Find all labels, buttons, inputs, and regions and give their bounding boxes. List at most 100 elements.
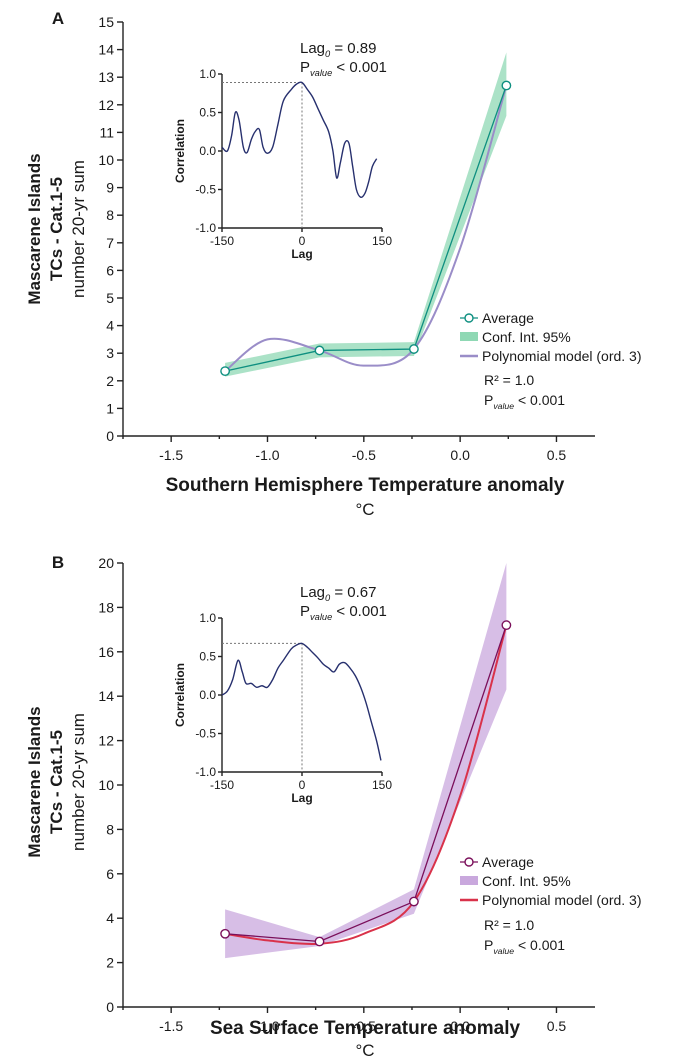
- legend-average-marker: [464, 857, 474, 867]
- y-tick-label: 3: [106, 345, 114, 361]
- inset-pvalue-annotation-main: P: [300, 603, 310, 620]
- average-point: [501, 80, 512, 91]
- y-tick-label: 11: [99, 124, 114, 140]
- average-point: [501, 620, 512, 631]
- average-line: [224, 85, 507, 372]
- x-tick-label: -1.5: [159, 447, 183, 463]
- inset-lag-annotation: Lag0 = 0.89: [300, 40, 377, 59]
- inset-x-tick-label: 0: [299, 778, 306, 792]
- y-tick-label: 14: [98, 42, 114, 58]
- x-axis-title-line: Sea Surface Temperature anomaly: [210, 1018, 521, 1039]
- y-axis-title-line: TCs - Cat.1-5: [47, 177, 66, 281]
- inset-lag-annotation-sub: 0: [325, 49, 331, 59]
- inset-y-tick-label: -1.0: [195, 221, 216, 235]
- inset-pvalue-annotation-rest: < 0.001: [332, 603, 387, 620]
- legend-ci-swatch: [460, 876, 478, 885]
- inset-y-tick-label: -1.0: [195, 765, 216, 779]
- x-axis-title-line: °C: [355, 500, 374, 519]
- average-point: [314, 345, 325, 356]
- y-axis-title-line: number 20-yr sum: [69, 713, 88, 851]
- inset-y-tick-label: 0.0: [199, 144, 216, 158]
- y-tick-label: 5: [106, 290, 114, 306]
- inset-x-tick-label: 150: [372, 234, 392, 248]
- inset-correlation-curve: [221, 81, 378, 199]
- panel-b: B 0 2 4 6 8 10 12 14 16 18 20 -1.5 -1.0 -0.5 0.0 0.5 Masc…: [25, 553, 642, 1059]
- inset-x-axis-title: Lag: [291, 791, 312, 805]
- legend: Average Conf. Int. 95% Polynomial model (o…: [460, 310, 642, 411]
- y-tick-label: 6: [106, 866, 114, 882]
- inset-lag-annotation-main: Lag: [300, 40, 325, 57]
- inset-pvalue-annotation-main: P: [300, 59, 310, 76]
- y-tick-label: 0: [106, 428, 114, 444]
- y-tick-label: 10: [98, 777, 114, 793]
- inset-y-tick-label: -0.5: [195, 727, 216, 741]
- x-tick-label: 0.5: [547, 1018, 567, 1034]
- y-tick-label: 0: [106, 999, 114, 1015]
- inset-y-tick-label: 0.0: [199, 688, 216, 702]
- x-axis-title-line: Southern Hemisphere Temperature anomaly: [166, 475, 565, 496]
- y-tick-label: 9: [106, 180, 114, 196]
- legend-pvalue: Pvalue < 0.001: [484, 392, 565, 411]
- inset-correlation-curve: [221, 642, 382, 761]
- x-tick-label: -1.0: [255, 447, 279, 463]
- inset-y-tick-label: 0.5: [199, 650, 216, 664]
- y-tick-label: 6: [106, 262, 114, 278]
- y-tick-label: 20: [98, 555, 114, 571]
- y-tick-label: 2: [106, 373, 114, 389]
- y-tick-label: 7: [106, 235, 114, 251]
- inset-y-tick-label: 1.0: [199, 67, 216, 81]
- inset-lag-annotation-sub: 0: [325, 593, 331, 603]
- y-tick-label: 2: [106, 955, 114, 971]
- inset-lag-annotation-main: Lag: [300, 584, 325, 601]
- average-point: [220, 366, 231, 377]
- panel-label: A: [52, 9, 64, 28]
- confidence-band: [225, 52, 507, 377]
- y-axis-title-line: TCs - Cat.1-5: [47, 730, 66, 834]
- inset-lag-annotation-rest: = 0.67: [330, 584, 376, 601]
- inset-pvalue-annotation-sub: value: [310, 612, 332, 622]
- legend-pvalue-sub: value: [493, 401, 514, 411]
- legend-pvalue-rest: < 0.001: [514, 392, 565, 408]
- inset-chart: -1.0 -0.5 0.0 0.5 1.0 -150 0 150 Lag Correlation L…: [173, 584, 392, 805]
- polynomial-model-line: [224, 85, 508, 372]
- inset-pvalue-annotation: Pvalue < 0.001: [300, 603, 387, 622]
- inset-x-tick-label: 0: [299, 234, 306, 248]
- inset-lag-annotation-rest: = 0.89: [330, 40, 376, 57]
- average-line: [225, 624, 507, 943]
- y-tick-label: 8: [106, 207, 114, 223]
- y-tick-label: 4: [106, 318, 114, 334]
- inset-chart: -1.0 -0.5 0.0 0.5 1.0 -150 0 150 Lag Correlation L…: [173, 40, 392, 261]
- inset-y-tick-label: 0.5: [199, 106, 216, 120]
- inset-y-axis-title: Correlation: [173, 119, 187, 183]
- inset-lag-annotation: Lag0 = 0.67: [300, 584, 377, 603]
- y-tick-label: 8: [106, 821, 114, 837]
- legend-r2: R² = 1.0: [484, 917, 534, 933]
- average-point: [409, 896, 419, 907]
- y-axis-title-line: number 20-yr sum: [69, 160, 88, 298]
- x-tick-label: 0.0: [450, 1018, 470, 1034]
- inset-y-tick-label: 1.0: [199, 611, 216, 625]
- legend-average-marker: [464, 313, 474, 323]
- inset-x-axis-title: Lag: [291, 247, 312, 261]
- legend-r2: R² = 1.0: [484, 372, 534, 388]
- inset-pvalue-annotation: Pvalue < 0.001: [300, 59, 387, 78]
- legend-pvalue: Pvalue < 0.001: [484, 937, 565, 956]
- inset-pvalue-annotation-sub: value: [310, 68, 332, 78]
- legend-label-average: Average: [482, 854, 534, 870]
- x-axis-title-line: °C: [355, 1041, 374, 1059]
- legend-pvalue-main: P: [484, 937, 493, 953]
- x-tick-label: 0.5: [547, 447, 567, 463]
- y-tick-label: 15: [98, 14, 114, 30]
- average-point: [220, 928, 231, 939]
- y-tick-label: 14: [98, 688, 114, 704]
- y-tick-label: 1: [106, 400, 114, 416]
- legend-label-ci: Conf. Int. 95%: [482, 873, 571, 889]
- inset-y-tick-label: -0.5: [195, 183, 216, 197]
- legend-label-model: Polynomial model (ord. 3): [482, 348, 642, 364]
- legend-label-ci: Conf. Int. 95%: [482, 329, 571, 345]
- x-tick-label: 0.0: [450, 447, 470, 463]
- inset-pvalue-annotation-rest: < 0.001: [332, 59, 387, 76]
- average-point: [409, 344, 419, 354]
